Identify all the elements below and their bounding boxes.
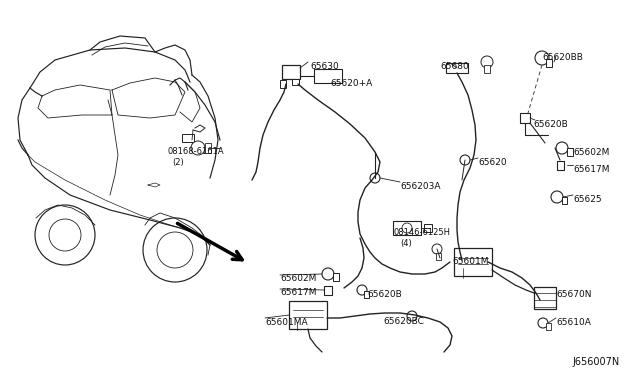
Circle shape — [322, 268, 334, 280]
Circle shape — [357, 285, 367, 295]
Text: 65617M: 65617M — [573, 165, 609, 174]
Text: 08146-6125H: 08146-6125H — [393, 228, 450, 237]
Bar — [314, 69, 342, 83]
Text: J656007N: J656007N — [573, 357, 620, 367]
Bar — [280, 80, 286, 88]
Bar — [424, 224, 432, 232]
Text: 65610A: 65610A — [556, 318, 591, 327]
Text: 65620+A: 65620+A — [330, 79, 372, 88]
Bar — [364, 291, 369, 298]
Bar — [205, 143, 211, 153]
Bar — [435, 253, 440, 260]
Circle shape — [481, 56, 493, 68]
Circle shape — [35, 205, 95, 265]
Text: 65602M: 65602M — [573, 148, 609, 157]
Bar — [289, 301, 327, 329]
Bar — [520, 113, 530, 123]
Text: 65620B: 65620B — [533, 120, 568, 129]
Text: 65670N: 65670N — [556, 290, 591, 299]
Circle shape — [157, 232, 193, 268]
Circle shape — [370, 173, 380, 183]
Bar — [561, 196, 566, 203]
Bar — [446, 63, 468, 73]
Text: 65630: 65630 — [310, 62, 339, 71]
Circle shape — [535, 51, 549, 65]
Bar — [545, 323, 550, 330]
Bar — [282, 65, 300, 79]
Bar — [333, 273, 339, 281]
Circle shape — [49, 219, 81, 251]
Text: 65601M: 65601M — [452, 257, 488, 266]
Text: (4): (4) — [400, 239, 412, 248]
Bar — [534, 287, 556, 309]
Circle shape — [460, 155, 470, 165]
Text: 65620B: 65620B — [367, 290, 402, 299]
Circle shape — [143, 218, 207, 282]
Circle shape — [551, 191, 563, 203]
Circle shape — [191, 141, 205, 155]
Circle shape — [556, 142, 568, 154]
Bar — [182, 134, 194, 142]
Text: 65680: 65680 — [440, 62, 468, 71]
Bar — [393, 221, 421, 235]
Text: 65617M: 65617M — [280, 288, 317, 297]
Bar — [454, 248, 492, 276]
Circle shape — [407, 311, 417, 321]
Text: 65601MA: 65601MA — [265, 318, 308, 327]
Text: (2): (2) — [172, 158, 184, 167]
Bar — [546, 59, 552, 67]
Text: 08168-6161A: 08168-6161A — [167, 147, 223, 156]
Bar — [484, 65, 490, 73]
Text: 65625: 65625 — [573, 195, 602, 204]
Text: 65620BC: 65620BC — [383, 317, 424, 326]
Text: 656203A: 656203A — [400, 182, 440, 191]
Bar — [557, 160, 563, 170]
Circle shape — [538, 318, 548, 328]
Text: 65620BB: 65620BB — [542, 53, 583, 62]
Bar — [324, 285, 332, 295]
Bar — [567, 148, 573, 156]
Bar — [291, 79, 298, 85]
Text: 65620: 65620 — [478, 158, 507, 167]
Circle shape — [432, 244, 442, 254]
Text: 65602M: 65602M — [280, 274, 316, 283]
Circle shape — [402, 223, 412, 233]
